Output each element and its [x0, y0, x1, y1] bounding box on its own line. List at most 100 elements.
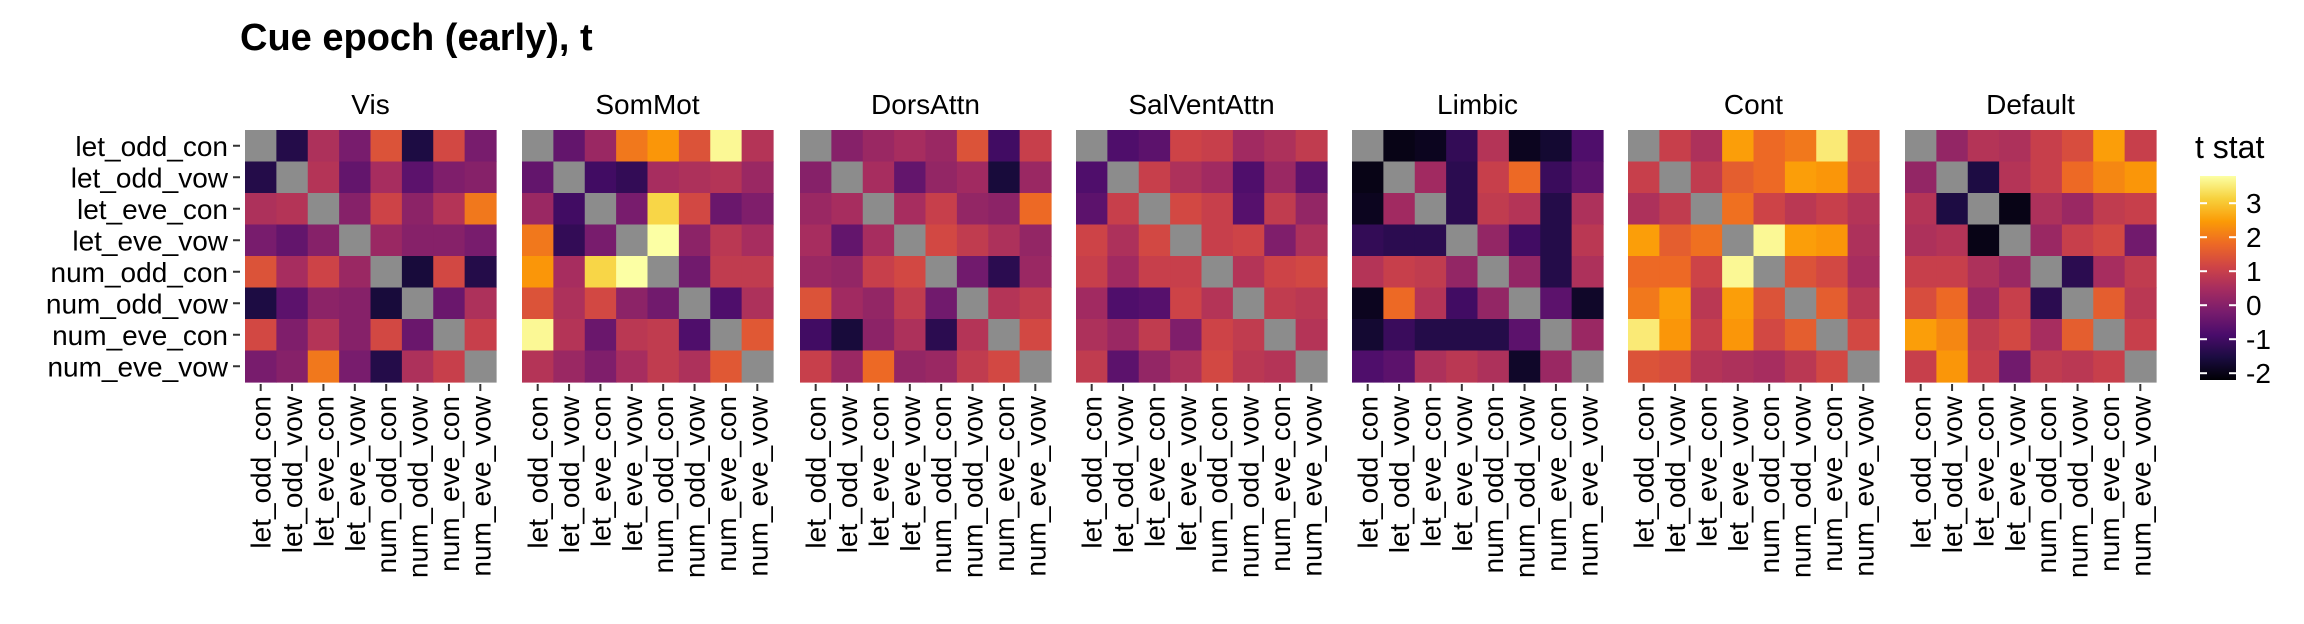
col-label-let-eve-con: let_eve_con	[585, 396, 616, 547]
heatmap-cell	[1847, 161, 1880, 194]
heatmap-cell	[1446, 350, 1479, 383]
heatmap-cell	[307, 287, 340, 320]
heatmap-cell	[339, 193, 372, 226]
heatmap-cell	[1201, 350, 1234, 383]
heatmap-cell	[522, 161, 554, 194]
heatmap-cell	[1138, 130, 1171, 163]
heatmap-cell	[339, 130, 372, 163]
col-label-let-odd-con: let_odd_con	[1077, 396, 1108, 549]
heatmap-cell	[647, 350, 680, 383]
heatmap-cell	[1508, 161, 1541, 194]
heatmap-cell	[678, 193, 711, 226]
heatmap-cell	[1446, 256, 1479, 289]
col-label-num-odd-vow: num_odd_vow	[403, 395, 434, 578]
heatmap-cell	[1076, 319, 1108, 352]
heatmap-cell-na	[925, 256, 958, 289]
heatmap-cell	[616, 287, 649, 320]
heatmap-cell-na	[1414, 193, 1447, 226]
heatmap-cell	[1690, 224, 1723, 257]
heatmap-cell	[339, 287, 372, 320]
heatmap-cell	[1414, 287, 1447, 320]
heatmap-cell-na	[1383, 161, 1416, 194]
heatmap-cell	[1508, 130, 1541, 163]
heatmap-cell	[831, 350, 864, 383]
heatmap-cell	[1414, 319, 1447, 352]
heatmap-cell-na	[1967, 193, 2000, 226]
heatmap-cell	[370, 319, 403, 352]
heatmap-cell	[1138, 350, 1171, 383]
heatmap-cell	[1019, 256, 1052, 289]
panel-dorsattn: DorsAttn let_odd_con let_odd_vow let_eve_co…	[800, 89, 1052, 578]
heatmap-cell	[464, 256, 497, 289]
col-label-let-eve-vow: let_eve_vow	[2000, 395, 2031, 551]
heatmap-cell	[1753, 287, 1786, 320]
heatmap-cell	[584, 161, 617, 194]
heatmap-cell	[2061, 130, 2094, 163]
heatmap-cell	[339, 256, 372, 289]
legend-colorbar	[2200, 176, 2236, 380]
heatmap-cell	[370, 193, 403, 226]
heatmap-cell-na	[1352, 130, 1384, 163]
heatmap-cell	[1722, 287, 1755, 320]
heatmap-cell	[1967, 350, 2000, 383]
heatmap-cell	[1784, 256, 1817, 289]
heatmap-cell	[1201, 224, 1234, 257]
heatmap-cell	[1232, 256, 1265, 289]
heatmap-cell	[339, 161, 372, 194]
heatmap-cell	[584, 130, 617, 163]
heatmap-cell	[1659, 224, 1692, 257]
panel-title: SalVentAttn	[1128, 89, 1274, 120]
heatmap-cell	[245, 256, 277, 289]
heatmap-cell	[710, 193, 743, 226]
heatmap-cell	[1847, 224, 1880, 257]
heatmap-cell	[1138, 161, 1171, 194]
heatmap-cell	[2061, 350, 2094, 383]
heatmap-cell	[1784, 319, 1817, 352]
row-label-let-eve-vow: let_eve_vow	[72, 225, 228, 256]
heatmap-cell	[831, 256, 864, 289]
heatmap-cell	[1967, 287, 2000, 320]
heatmap-cell	[1138, 256, 1171, 289]
heatmap-cell	[1201, 130, 1234, 163]
heatmap-cell	[1264, 193, 1297, 226]
panel-title: SomMot	[595, 89, 699, 120]
heatmap-cell	[1816, 224, 1849, 257]
col-label-num-eve-con: num_eve_con	[711, 396, 742, 572]
heatmap-cell	[1295, 224, 1328, 257]
col-label-let-eve-con: let_eve_con	[863, 396, 894, 547]
heatmap-cell	[1352, 287, 1384, 320]
heatmap-cell	[2124, 224, 2157, 257]
heatmap-cell	[522, 256, 554, 289]
heatmap-cell	[370, 161, 403, 194]
heatmap-cell	[1905, 193, 1937, 226]
heatmap-cell	[616, 193, 649, 226]
heatmap-cell	[1352, 256, 1384, 289]
heatmap-cell	[1571, 224, 1604, 257]
heatmap-cell-na	[433, 319, 466, 352]
heatmap-cell	[1659, 193, 1692, 226]
heatmap-cell	[1847, 287, 1880, 320]
heatmap-cell	[1999, 256, 2032, 289]
heatmap-cell	[678, 130, 711, 163]
heatmap-cell	[1753, 193, 1786, 226]
col-label-num-odd-con: num_odd_con	[1202, 396, 1233, 573]
heatmap-cell	[522, 193, 554, 226]
heatmap-cell	[1076, 256, 1108, 289]
heatmap-cell	[831, 287, 864, 320]
heatmap-cell	[2061, 161, 2094, 194]
heatmap-cell-na	[616, 224, 649, 257]
row-label-let-eve-con: let_eve_con	[77, 194, 228, 225]
heatmap-cell	[741, 161, 774, 194]
heatmap-cell-na	[1905, 130, 1937, 163]
heatmap-cell-na	[307, 193, 340, 226]
heatmap-cell	[1076, 350, 1108, 383]
col-label-num-odd-vow: num_odd_vow	[958, 395, 989, 578]
heatmap-cell	[2030, 287, 2063, 320]
heatmap-cell-na	[1170, 224, 1203, 257]
row-label-num-eve-con: num_eve_con	[52, 320, 228, 351]
heatmap-cell	[307, 350, 340, 383]
heatmap-cell	[647, 130, 680, 163]
heatmap-cell	[1540, 130, 1573, 163]
heatmap-cell	[1628, 287, 1660, 320]
